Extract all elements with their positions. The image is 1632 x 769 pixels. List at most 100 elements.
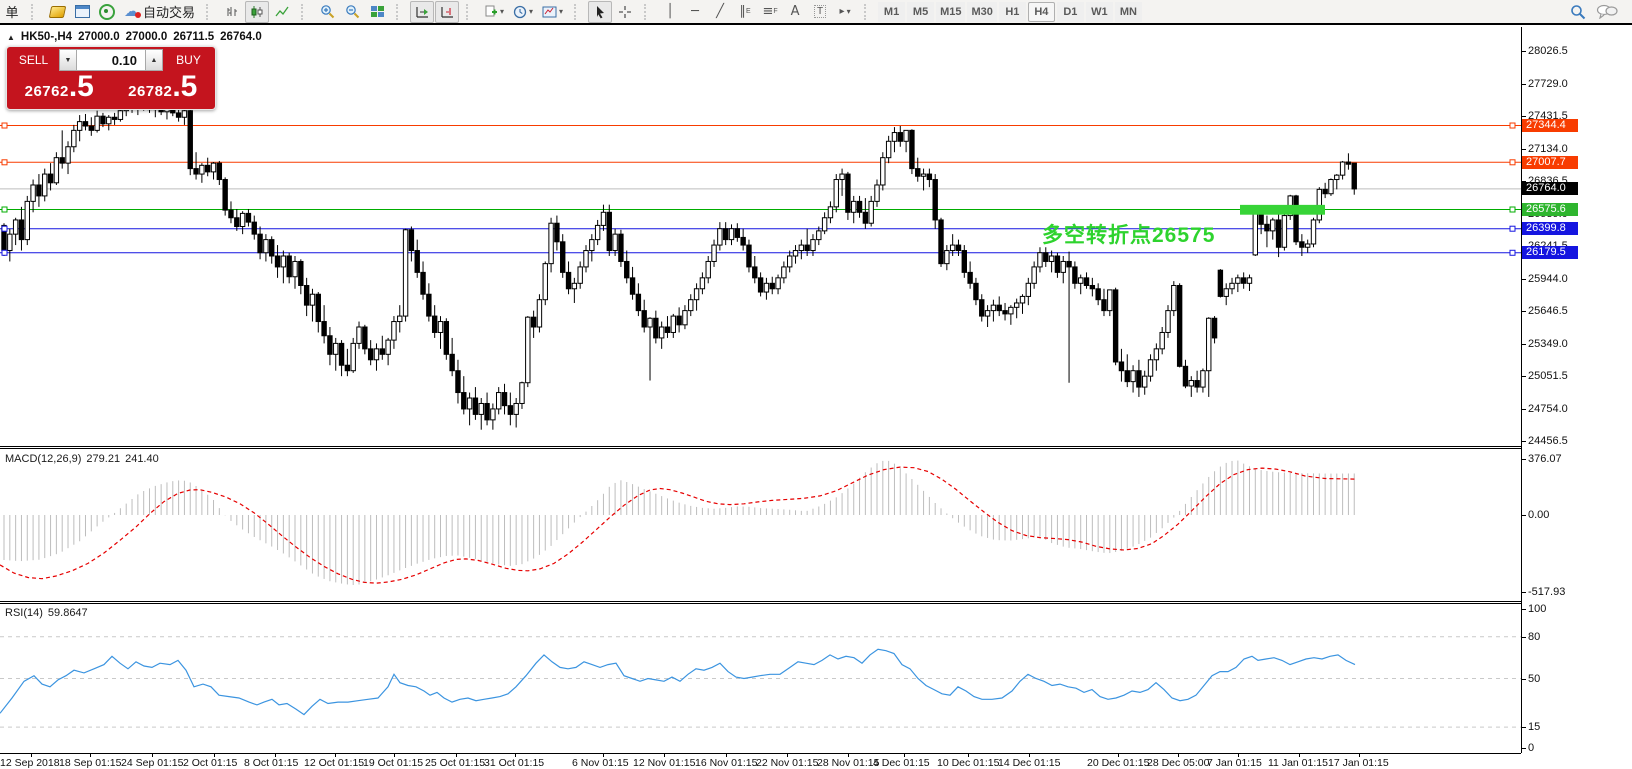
candle bbox=[647, 317, 653, 381]
terminal-window-icon bbox=[74, 5, 90, 18]
main-chart-pane[interactable]: ▲ HK50-,H4 27000.0 27000.0 26711.5 26764… bbox=[0, 27, 1521, 447]
line-chart-button[interactable] bbox=[270, 1, 294, 23]
candle bbox=[944, 245, 950, 271]
candle bbox=[938, 217, 944, 267]
time-axis[interactable]: 12 Sep 2018 18 Sep 01:15 24 Sep 01:15 2 Oct… bbox=[0, 753, 1521, 769]
time-label: 24 Sep 01:15 bbox=[121, 757, 184, 769]
line-handle[interactable] bbox=[1509, 206, 1516, 213]
candle bbox=[199, 163, 205, 183]
time-tick bbox=[1029, 754, 1030, 757]
zoom-out-button[interactable] bbox=[340, 1, 364, 23]
macd-pane[interactable]: MACD(12,26,9) 279.21 241.40 bbox=[0, 450, 1521, 600]
pane-separator[interactable] bbox=[0, 601, 1521, 602]
rsi-pane[interactable]: RSI(14) 59.8647 bbox=[0, 604, 1521, 752]
candle bbox=[926, 168, 933, 188]
volume-input[interactable]: 0.10 bbox=[77, 49, 145, 71]
candlestick-chart-button[interactable] bbox=[245, 0, 270, 23]
zoom-in-button[interactable] bbox=[315, 1, 339, 23]
timeframe-button-h4[interactable]: H4 bbox=[1027, 1, 1055, 22]
current-price-label: 26764.0 bbox=[1522, 182, 1578, 196]
search-icon[interactable] bbox=[1570, 4, 1586, 20]
new-order-button[interactable]: 单 bbox=[0, 1, 24, 23]
volume-increase-button[interactable]: ▲ bbox=[145, 49, 163, 71]
cursor-button[interactable] bbox=[588, 0, 613, 23]
candle bbox=[1147, 354, 1154, 382]
sell-price-button[interactable]: 26762 .5 bbox=[9, 72, 110, 110]
buy-price-button[interactable]: 26782 .5 bbox=[113, 72, 214, 110]
level-price-label: 26575.6 bbox=[1522, 203, 1578, 216]
crosshair-button[interactable] bbox=[613, 1, 637, 23]
chart-shift-button[interactable] bbox=[435, 0, 460, 23]
fibonacci-button[interactable]: ≡ F bbox=[758, 1, 782, 23]
pane-separator bbox=[0, 448, 1521, 449]
sell-button[interactable]: SELL bbox=[18, 53, 49, 67]
indicators-button[interactable]: ▾ bbox=[480, 1, 508, 23]
candle bbox=[1142, 370, 1148, 395]
candle bbox=[787, 250, 793, 273]
rsi-tick-label: 100 bbox=[1521, 603, 1547, 615]
collapse-icon[interactable]: ▲ bbox=[7, 32, 15, 42]
toolbar-grip bbox=[31, 3, 40, 20]
timeframe-button-m1[interactable]: M1 bbox=[878, 1, 906, 22]
tile-windows-button[interactable] bbox=[365, 1, 389, 23]
level-price-label: 26179.5 bbox=[1522, 246, 1578, 260]
chat-icon[interactable] bbox=[1596, 4, 1618, 19]
timeframe-button-m30[interactable]: M30 bbox=[967, 1, 997, 22]
line-handle[interactable] bbox=[1, 249, 8, 256]
candle bbox=[583, 245, 589, 273]
buy-button[interactable]: BUY bbox=[176, 53, 201, 67]
terminal-button[interactable] bbox=[70, 1, 94, 23]
toolbar-grip bbox=[644, 3, 653, 20]
timeframe-button-h1[interactable]: H1 bbox=[998, 1, 1026, 22]
timeframe-button-d1[interactable]: D1 bbox=[1056, 1, 1084, 22]
timeframe-button-w1[interactable]: W1 bbox=[1085, 1, 1113, 22]
line-handle[interactable] bbox=[1, 159, 8, 166]
candle bbox=[379, 335, 386, 360]
charts-button[interactable] bbox=[45, 1, 69, 23]
arrows-button[interactable]: ▸ ▾ bbox=[833, 1, 857, 23]
line-handle[interactable] bbox=[1509, 159, 1516, 166]
pane-separator[interactable] bbox=[0, 446, 1521, 447]
autotrading-button[interactable]: ☁ 自动交易 bbox=[120, 1, 199, 23]
arrows-icon: ▸ bbox=[839, 6, 845, 17]
pivot-annotation[interactable]: 多空转折点26575 bbox=[1042, 224, 1216, 247]
candle bbox=[269, 236, 275, 264]
time-label: 28 Dec 05:00 bbox=[1147, 757, 1210, 769]
line-handle[interactable] bbox=[1509, 249, 1516, 256]
rsi-name: RSI(14) bbox=[5, 607, 43, 619]
candle bbox=[1095, 283, 1101, 306]
channel-button[interactable]: ∥ E bbox=[733, 1, 757, 23]
templates-button[interactable]: ▾ bbox=[538, 1, 567, 23]
line-handle[interactable] bbox=[1509, 225, 1516, 232]
candle bbox=[59, 130, 65, 169]
candle bbox=[309, 288, 316, 322]
timeframe-button-m15[interactable]: M15 bbox=[936, 1, 966, 22]
auto-scroll-button[interactable] bbox=[410, 0, 435, 23]
timeframe-button-m5[interactable]: M5 bbox=[907, 1, 935, 22]
bar-chart-button[interactable] bbox=[220, 1, 244, 23]
line-handle[interactable] bbox=[1, 225, 8, 232]
candle bbox=[292, 255, 298, 289]
candle bbox=[792, 245, 799, 264]
candle bbox=[251, 215, 257, 240]
line-handle[interactable] bbox=[1, 122, 8, 129]
text-tool-button[interactable]: A bbox=[783, 1, 807, 23]
periods-button[interactable]: ▾ bbox=[509, 1, 537, 23]
candle bbox=[1299, 234, 1305, 256]
channel-sub-label: E bbox=[745, 8, 751, 15]
vertical-line-button[interactable]: │ bbox=[658, 1, 682, 23]
rsi-line bbox=[0, 648, 1356, 716]
signals-button[interactable] bbox=[95, 1, 119, 23]
level-price-label: 27007.7 bbox=[1522, 155, 1578, 169]
line-handle[interactable] bbox=[1, 206, 8, 213]
support-highlight-zone[interactable] bbox=[1240, 204, 1325, 215]
volume-decrease-button[interactable]: ▼ bbox=[59, 49, 77, 71]
horizontal-line-button[interactable]: ─ bbox=[683, 1, 707, 23]
price-scale[interactable]: 28026.527729.027431.527134.026836.526539… bbox=[1521, 27, 1632, 754]
line-handle[interactable] bbox=[1509, 122, 1516, 129]
candle bbox=[478, 398, 484, 430]
timeframe-button-mn[interactable]: MN bbox=[1114, 1, 1142, 22]
macd-tick-label: 0.00 bbox=[1521, 509, 1550, 521]
text-label-button[interactable]: T bbox=[808, 1, 832, 23]
trendline-button[interactable]: ╱ bbox=[708, 1, 732, 23]
